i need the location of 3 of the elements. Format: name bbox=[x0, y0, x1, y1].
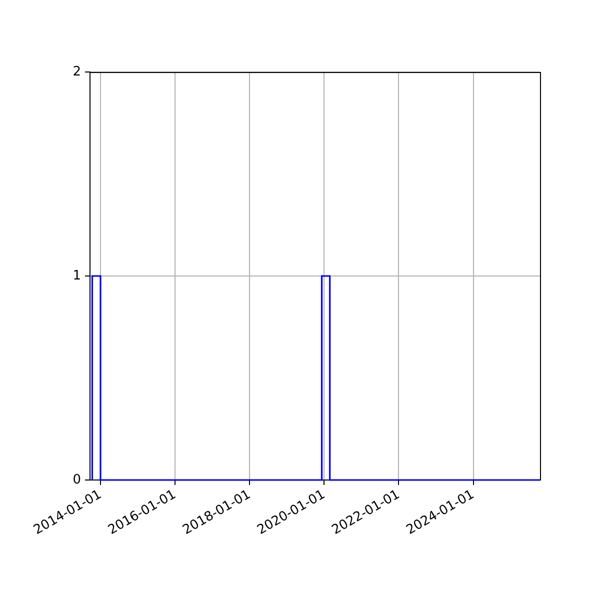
y-tick-label: 2 bbox=[72, 64, 81, 80]
y-tick-label: 0 bbox=[72, 472, 81, 488]
y-tick-label: 1 bbox=[72, 268, 81, 284]
